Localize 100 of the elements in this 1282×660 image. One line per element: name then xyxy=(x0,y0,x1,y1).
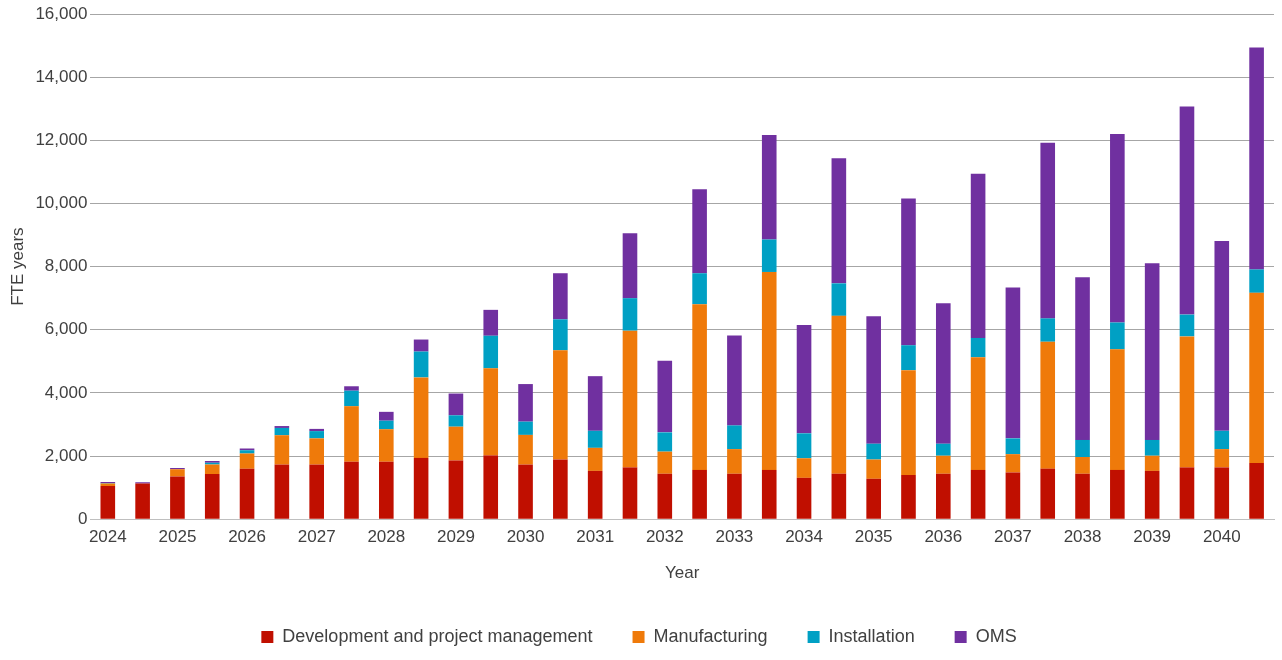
legend-label: Installation xyxy=(828,625,915,646)
y-axis-title: FTE years xyxy=(7,227,27,306)
bar xyxy=(692,273,707,305)
bar xyxy=(692,304,707,470)
bar xyxy=(796,458,812,478)
bar xyxy=(866,459,881,479)
x-tick-label: 2033 xyxy=(715,527,754,547)
bar xyxy=(553,459,568,519)
bar xyxy=(587,470,603,519)
bar xyxy=(1110,349,1125,470)
bar xyxy=(901,475,916,519)
x-tick-label: 2024 xyxy=(88,527,127,547)
y-tick-label: 2,000 xyxy=(44,445,88,465)
x-tick-label: 2025 xyxy=(158,527,197,547)
bar xyxy=(448,426,464,461)
bar xyxy=(796,433,812,459)
bar xyxy=(1249,47,1264,270)
bar xyxy=(553,350,568,460)
bar xyxy=(413,339,429,352)
bar xyxy=(1144,455,1160,471)
bar xyxy=(483,455,499,519)
bar xyxy=(553,319,568,351)
bar xyxy=(761,469,777,519)
bar xyxy=(518,464,533,519)
bar xyxy=(1144,439,1160,456)
bar xyxy=(970,357,986,470)
bar xyxy=(1040,341,1056,469)
bar xyxy=(622,233,638,299)
bar xyxy=(761,134,777,240)
bar xyxy=(1040,318,1056,342)
bar xyxy=(587,430,603,448)
bar xyxy=(413,351,429,378)
bar xyxy=(483,368,499,456)
bar xyxy=(935,473,951,519)
bar xyxy=(796,325,812,434)
bar xyxy=(866,478,881,519)
x-tick-label: 2027 xyxy=(297,527,336,547)
y-tick-label: 14,000 xyxy=(35,66,88,86)
bar xyxy=(309,464,324,519)
bar xyxy=(274,435,290,465)
x-tick-label: 2036 xyxy=(924,527,963,547)
bar xyxy=(1075,439,1090,457)
legend-label: Manufacturing xyxy=(653,625,768,646)
bar xyxy=(1249,269,1264,293)
x-tick-label: 2029 xyxy=(437,527,475,547)
y-tick-label: 16,000 xyxy=(35,3,88,23)
bar xyxy=(761,271,777,470)
bar xyxy=(518,434,533,465)
bar xyxy=(1249,292,1264,463)
bar xyxy=(1040,142,1056,319)
legend-label: OMS xyxy=(975,625,1017,646)
bar xyxy=(344,406,359,462)
bar xyxy=(935,443,951,456)
bar xyxy=(483,309,499,336)
bar xyxy=(727,449,742,474)
bar xyxy=(100,486,116,519)
bar xyxy=(378,429,394,462)
bar xyxy=(413,377,429,458)
x-tick-label: 2040 xyxy=(1202,527,1241,547)
bar xyxy=(657,473,673,519)
bar xyxy=(1214,449,1230,468)
x-tick-label: 2028 xyxy=(367,527,406,547)
bar xyxy=(1144,470,1160,519)
bar xyxy=(344,386,359,391)
bar xyxy=(866,316,881,444)
bar xyxy=(170,476,185,519)
bar xyxy=(692,189,707,274)
bar xyxy=(239,453,255,469)
bar xyxy=(448,393,464,416)
bar xyxy=(1249,463,1264,519)
y-tick-label: 0 xyxy=(77,508,88,528)
bar xyxy=(518,421,533,435)
y-tick-label: 6,000 xyxy=(44,319,88,339)
y-tick-label: 10,000 xyxy=(35,193,88,213)
bar xyxy=(622,467,638,519)
bar xyxy=(727,473,742,519)
bar xyxy=(901,370,916,475)
x-axis-title: Year xyxy=(665,563,700,583)
bar xyxy=(1179,467,1195,519)
bar xyxy=(866,443,881,460)
bar xyxy=(518,384,533,422)
bar xyxy=(1110,322,1125,350)
bar xyxy=(831,158,847,284)
x-tick-label: 2026 xyxy=(228,527,266,547)
bar xyxy=(1179,314,1195,337)
bar xyxy=(448,415,464,427)
x-tick-label: 2039 xyxy=(1133,527,1172,547)
bar xyxy=(1144,263,1160,440)
bar xyxy=(1214,430,1230,450)
bar xyxy=(587,447,603,471)
bar xyxy=(274,464,290,519)
bar xyxy=(587,376,603,431)
x-tick-label: 2038 xyxy=(1063,527,1102,547)
bar xyxy=(1075,473,1090,519)
x-tick-label: 2032 xyxy=(645,527,684,547)
bar xyxy=(901,198,916,346)
bar xyxy=(309,431,324,439)
bar xyxy=(970,173,986,338)
bar xyxy=(239,468,255,519)
bar xyxy=(553,273,568,320)
